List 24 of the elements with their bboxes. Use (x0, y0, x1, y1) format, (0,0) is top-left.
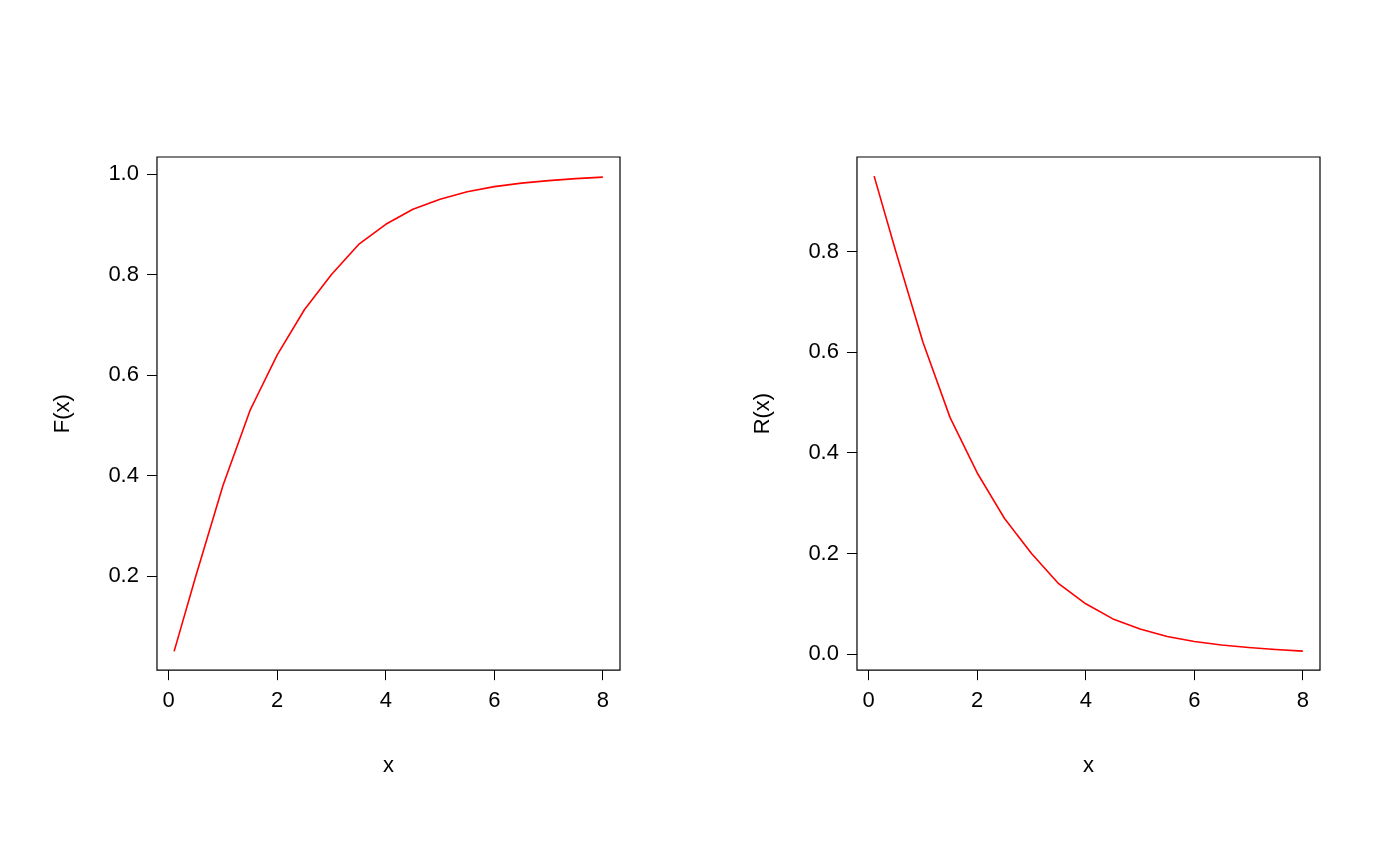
y-tick-label: 0.4 (108, 461, 139, 487)
x-tick-label: 0 (162, 687, 175, 713)
y-axis-title: F(x) (49, 394, 75, 434)
y-tick-label: 0.0 (808, 640, 839, 666)
x-tick-label: 0 (862, 687, 875, 713)
x-tick-label: 8 (596, 687, 609, 713)
x-tick-label: 8 (1296, 687, 1309, 713)
x-tick-label: 6 (1188, 687, 1201, 713)
y-tick-label: 0.8 (108, 260, 139, 286)
y-tick-label: 0.8 (808, 237, 839, 263)
x-tick-label: 2 (971, 687, 984, 713)
y-tick-label: 0.4 (808, 438, 839, 464)
x-tick-label: 6 (488, 687, 501, 713)
y-tick-label: 0.6 (808, 338, 839, 364)
y-axis-title: R(x) (749, 392, 775, 435)
x-tick-label: 4 (1079, 687, 1092, 713)
y-tick-label: 0.2 (108, 562, 139, 588)
x-tick-label: 4 (379, 687, 392, 713)
y-tick-label: 1.0 (108, 160, 139, 186)
x-axis-title: x (382, 751, 394, 777)
y-tick-label: 0.6 (108, 361, 139, 387)
x-axis-title: x (1082, 751, 1094, 777)
x-tick-label: 2 (271, 687, 284, 713)
y-tick-label: 0.2 (808, 539, 839, 565)
